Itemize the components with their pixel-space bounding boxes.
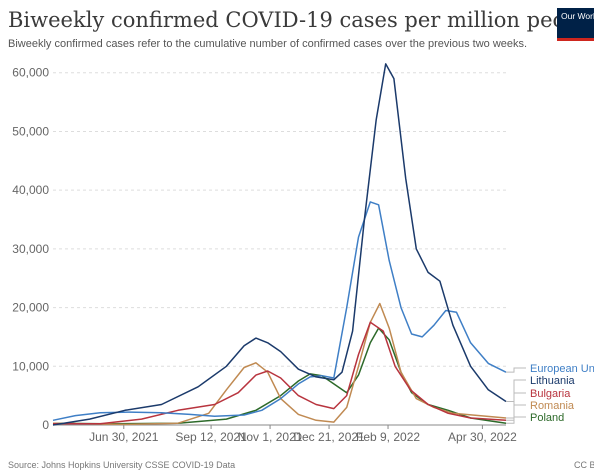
brand-logo-text: Our World in Data bbox=[561, 11, 594, 21]
legend-label: Bulgaria bbox=[530, 388, 571, 400]
legend-connector bbox=[506, 379, 526, 403]
y-tick-label: 10,000 bbox=[12, 359, 49, 373]
y-tick-label: 50,000 bbox=[12, 124, 49, 138]
brand-logo-stripe bbox=[557, 38, 594, 41]
x-tick-label: Feb 9, 2022 bbox=[356, 430, 420, 444]
source-note: Source: Johns Hopkins University CSSE CO… bbox=[8, 460, 236, 470]
x-tick-label: Apr 30, 2022 bbox=[448, 430, 517, 444]
y-tick-label: 40,000 bbox=[12, 183, 49, 197]
series-line-european-union bbox=[52, 201, 507, 422]
legend-connector bbox=[506, 367, 526, 373]
x-tick-label: Sep 12, 2021 bbox=[175, 430, 247, 444]
x-tick-label: Jun 30, 2021 bbox=[89, 430, 159, 444]
legend-label: European Union bbox=[530, 363, 594, 375]
legend-label: Romania bbox=[530, 400, 575, 412]
legend: European UnionLithuaniaBulgariaRomaniaPo… bbox=[506, 363, 594, 424]
legend-connector bbox=[506, 404, 526, 419]
y-tick-label: 60,000 bbox=[12, 66, 49, 80]
legend-label: Lithuania bbox=[530, 375, 576, 387]
x-tick-label: Nov 1, 2021 bbox=[238, 430, 303, 444]
y-axis-labels: 0 10,000 20,000 30,000 40,000 50,000 60,000 bbox=[12, 66, 49, 432]
chart-subtitle: Biweekly confirmed cases refer to the cu… bbox=[8, 38, 528, 50]
series-line-romania bbox=[52, 302, 507, 426]
legend-connector bbox=[506, 416, 526, 424]
legend-connector bbox=[506, 392, 526, 421]
x-tick-label: Dec 21, 2021 bbox=[293, 430, 365, 444]
chart-title: Biweekly confirmed COVID-19 cases per mi… bbox=[8, 8, 594, 32]
y-tick-label: 0 bbox=[42, 418, 49, 432]
license-note: CC BY bbox=[574, 460, 594, 470]
legend-label: Poland bbox=[530, 412, 564, 424]
y-tick-label: 20,000 bbox=[12, 301, 49, 315]
series-lines bbox=[52, 63, 507, 426]
series-line-lithuania bbox=[52, 63, 507, 426]
grid-lines bbox=[53, 72, 506, 426]
y-tick-label: 30,000 bbox=[12, 242, 49, 256]
brand-logo[interactable]: Our World in Data bbox=[557, 8, 594, 41]
series-line-bulgaria bbox=[53, 321, 507, 425]
